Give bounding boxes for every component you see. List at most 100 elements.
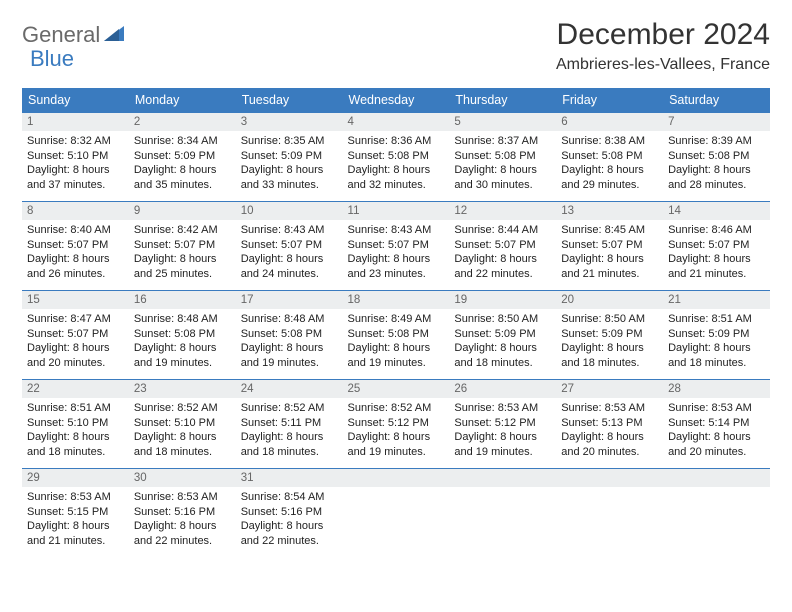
sunset-line: Sunset: 5:08 PM [134,327,231,342]
day-number: 31 [236,469,343,487]
day-body: Sunrise: 8:43 AMSunset: 5:07 PMDaylight:… [343,220,450,290]
day-cell: 23Sunrise: 8:52 AMSunset: 5:10 PMDayligh… [129,380,236,469]
daylight-line: Daylight: 8 hours and 18 minutes. [668,341,765,370]
day-cell: 9Sunrise: 8:42 AMSunset: 5:07 PMDaylight… [129,202,236,291]
weekday-tuesday: Tuesday [236,88,343,113]
day-number: 10 [236,202,343,220]
daylight-line: Daylight: 8 hours and 19 minutes. [241,341,338,370]
daylight-line: Daylight: 8 hours and 29 minutes. [561,163,658,192]
day-cell: 1Sunrise: 8:32 AMSunset: 5:10 PMDaylight… [22,113,129,202]
day-body: Sunrise: 8:49 AMSunset: 5:08 PMDaylight:… [343,309,450,379]
daylight-line: Daylight: 8 hours and 32 minutes. [348,163,445,192]
day-body: Sunrise: 8:48 AMSunset: 5:08 PMDaylight:… [236,309,343,379]
day-body: Sunrise: 8:32 AMSunset: 5:10 PMDaylight:… [22,131,129,201]
sunrise-line: Sunrise: 8:51 AM [27,401,124,416]
weekday-saturday: Saturday [663,88,770,113]
daylight-line: Daylight: 8 hours and 22 minutes. [454,252,551,281]
sunrise-line: Sunrise: 8:39 AM [668,134,765,149]
day-cell: 29Sunrise: 8:53 AMSunset: 5:15 PMDayligh… [22,469,129,558]
day-number: 26 [449,380,556,398]
brand-part2: Blue [30,46,74,71]
weekday-wednesday: Wednesday [343,88,450,113]
daylight-line: Daylight: 8 hours and 20 minutes. [27,341,124,370]
day-body [556,487,663,537]
day-cell: 14Sunrise: 8:46 AMSunset: 5:07 PMDayligh… [663,202,770,291]
day-number: 18 [343,291,450,309]
day-number: 19 [449,291,556,309]
sunrise-line: Sunrise: 8:45 AM [561,223,658,238]
sunset-line: Sunset: 5:11 PM [241,416,338,431]
sunrise-line: Sunrise: 8:53 AM [561,401,658,416]
day-number: 5 [449,113,556,131]
day-cell: 27Sunrise: 8:53 AMSunset: 5:13 PMDayligh… [556,380,663,469]
day-number: 13 [556,202,663,220]
day-cell: 16Sunrise: 8:48 AMSunset: 5:08 PMDayligh… [129,291,236,380]
day-number: 27 [556,380,663,398]
day-body: Sunrise: 8:51 AMSunset: 5:09 PMDaylight:… [663,309,770,379]
brand-part1: General [22,22,100,48]
day-number: 11 [343,202,450,220]
daylight-line: Daylight: 8 hours and 21 minutes. [561,252,658,281]
day-body [449,487,556,537]
day-body: Sunrise: 8:53 AMSunset: 5:15 PMDaylight:… [22,487,129,557]
day-cell: 6Sunrise: 8:38 AMSunset: 5:08 PMDaylight… [556,113,663,202]
weekday-friday: Friday [556,88,663,113]
day-number: 30 [129,469,236,487]
daylight-line: Daylight: 8 hours and 22 minutes. [241,519,338,548]
day-body: Sunrise: 8:53 AMSunset: 5:13 PMDaylight:… [556,398,663,468]
week-row: 8Sunrise: 8:40 AMSunset: 5:07 PMDaylight… [22,202,770,291]
sunrise-line: Sunrise: 8:32 AM [27,134,124,149]
sunrise-line: Sunrise: 8:44 AM [454,223,551,238]
daylight-line: Daylight: 8 hours and 30 minutes. [454,163,551,192]
sunrise-line: Sunrise: 8:53 AM [27,490,124,505]
sunset-line: Sunset: 5:10 PM [134,416,231,431]
day-cell: 17Sunrise: 8:48 AMSunset: 5:08 PMDayligh… [236,291,343,380]
brand-part2-wrap: Blue [30,46,74,72]
week-row: 15Sunrise: 8:47 AMSunset: 5:07 PMDayligh… [22,291,770,380]
sunset-line: Sunset: 5:09 PM [561,327,658,342]
day-number: 2 [129,113,236,131]
sunrise-line: Sunrise: 8:52 AM [348,401,445,416]
calendar-body: 1Sunrise: 8:32 AMSunset: 5:10 PMDaylight… [22,113,770,558]
sunrise-line: Sunrise: 8:35 AM [241,134,338,149]
daylight-line: Daylight: 8 hours and 35 minutes. [134,163,231,192]
sunset-line: Sunset: 5:07 PM [27,238,124,253]
brand-triangle-icon [104,24,126,47]
header: General December 2024 Ambrieres-les-Vall… [22,18,770,74]
day-number: 24 [236,380,343,398]
day-cell: 20Sunrise: 8:50 AMSunset: 5:09 PMDayligh… [556,291,663,380]
sunset-line: Sunset: 5:10 PM [27,149,124,164]
day-cell: 7Sunrise: 8:39 AMSunset: 5:08 PMDaylight… [663,113,770,202]
sunrise-line: Sunrise: 8:52 AM [134,401,231,416]
day-cell: 4Sunrise: 8:36 AMSunset: 5:08 PMDaylight… [343,113,450,202]
daylight-line: Daylight: 8 hours and 20 minutes. [561,430,658,459]
day-number: . [556,469,663,487]
day-body [343,487,450,537]
sunrise-line: Sunrise: 8:43 AM [241,223,338,238]
sunset-line: Sunset: 5:08 PM [561,149,658,164]
daylight-line: Daylight: 8 hours and 19 minutes. [134,341,231,370]
sunrise-line: Sunrise: 8:52 AM [241,401,338,416]
sunrise-line: Sunrise: 8:50 AM [561,312,658,327]
daylight-line: Daylight: 8 hours and 18 minutes. [454,341,551,370]
day-body: Sunrise: 8:40 AMSunset: 5:07 PMDaylight:… [22,220,129,290]
sunset-line: Sunset: 5:07 PM [454,238,551,253]
day-cell: 13 Sunrise: 8:45 AMSunset: 5:07 PMDayligh… [556,202,663,291]
empty-cell: . [663,469,770,558]
sunset-line: Sunset: 5:07 PM [561,238,658,253]
day-body: Sunrise: 8:53 AMSunset: 5:12 PMDaylight:… [449,398,556,468]
weekday-monday: Monday [129,88,236,113]
day-body: Sunrise: 8:47 AMSunset: 5:07 PMDaylight:… [22,309,129,379]
day-body: Sunrise: 8:48 AMSunset: 5:08 PMDaylight:… [129,309,236,379]
day-cell: 26Sunrise: 8:53 AMSunset: 5:12 PMDayligh… [449,380,556,469]
location: Ambrieres-les-Vallees, France [556,56,770,74]
sunset-line: Sunset: 5:14 PM [668,416,765,431]
day-number: 17 [236,291,343,309]
empty-cell: . [343,469,450,558]
sunset-line: Sunset: 5:07 PM [27,327,124,342]
day-number: 28 [663,380,770,398]
day-body: Sunrise: 8:43 AMSunset: 5:07 PMDaylight:… [236,220,343,290]
day-number: 21 [663,291,770,309]
day-cell: 28Sunrise: 8:53 AMSunset: 5:14 PMDayligh… [663,380,770,469]
daylight-line: Daylight: 8 hours and 22 minutes. [134,519,231,548]
